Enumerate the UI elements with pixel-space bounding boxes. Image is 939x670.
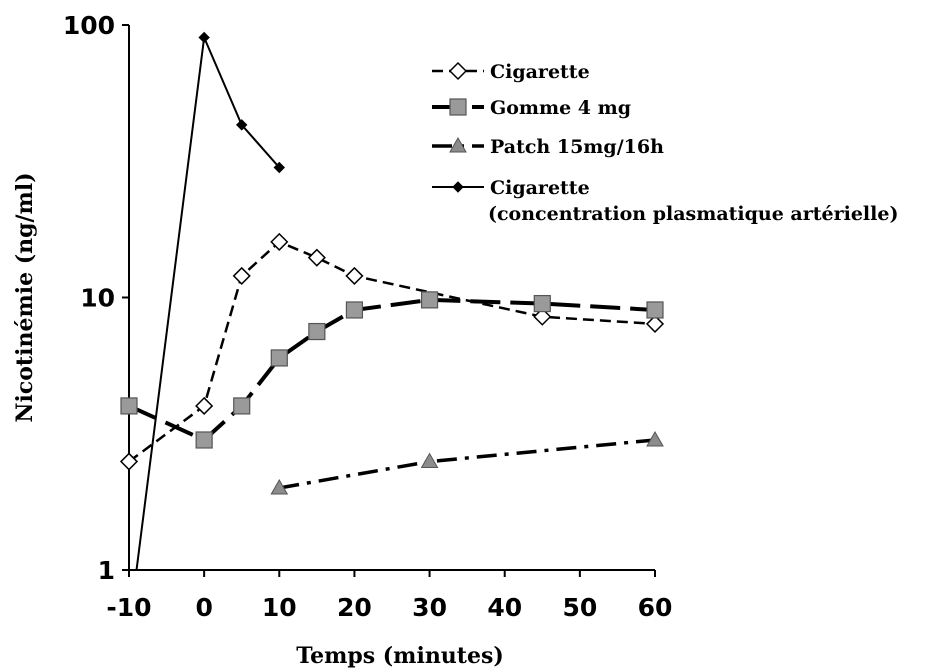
x-tick-label: 50 — [562, 593, 597, 622]
legend-cigarette: Cigarette — [432, 61, 590, 83]
cigarette-point — [307, 248, 326, 267]
cigarette-point — [195, 396, 214, 415]
x-tick-label: 10 — [262, 593, 297, 622]
legend-label: (concentration plasmatique artérielle) — [488, 203, 898, 225]
cigarette-point — [645, 314, 665, 333]
legend-label: Cigarette — [490, 177, 590, 199]
x-ticks: -10 0 10 20 30 40 50 60 — [106, 570, 672, 622]
legend-marker — [449, 98, 467, 116]
y-ticks: 1 10 100 — [63, 11, 129, 585]
cigarette-arterial-point — [273, 161, 285, 174]
gomme-point — [120, 397, 138, 415]
patch-point — [270, 478, 289, 495]
patch-line — [278, 438, 656, 490]
legend-patch: Patch 15mg/16h — [432, 136, 664, 158]
legend-marker — [449, 136, 467, 153]
cigarette-point — [119, 452, 139, 471]
legend-marker — [448, 61, 468, 81]
legend-cigarette-arterial: Cigarette (concentration plasmatique arté… — [432, 177, 898, 225]
gomme-point — [195, 431, 213, 449]
x-tick-label: 20 — [337, 593, 372, 622]
gomme-point — [533, 294, 551, 313]
x-tick-label: 40 — [487, 593, 522, 622]
gomme-point — [270, 349, 288, 367]
cigarette-point — [533, 307, 552, 326]
gomme-point — [233, 397, 251, 415]
legend: Cigarette Gomme 4 mg Patch 15mg/16h Cigaret… — [432, 61, 898, 225]
gomme-point — [646, 301, 664, 319]
y-tick-label: 1 — [98, 556, 115, 585]
cigarette-arterial-line — [135, 36, 281, 571]
cigarette-arterial-point — [236, 119, 248, 131]
gomme-point — [345, 301, 364, 319]
x-tick-label: 60 — [638, 593, 673, 622]
cigarette-arterial-point — [198, 31, 210, 44]
cigarette-point — [345, 266, 364, 285]
patch-point — [646, 430, 664, 447]
legend-marker — [452, 181, 464, 193]
gomme-line — [128, 297, 656, 442]
gomme-point — [308, 322, 326, 341]
cigarette-point — [232, 266, 251, 285]
x-tick-label: -10 — [106, 593, 151, 622]
legend-label: Patch 15mg/16h — [490, 136, 664, 158]
legend-label: Cigarette — [490, 61, 590, 83]
cigarette-point — [270, 232, 289, 251]
x-tick-label: 0 — [195, 593, 212, 622]
patch-point — [420, 452, 439, 469]
y-tick-label: 100 — [63, 11, 115, 40]
series-markers — [119, 31, 665, 495]
legend-label: Gomme 4 mg — [490, 97, 631, 119]
cigarette-line — [128, 240, 656, 463]
y-tick-label: 10 — [80, 284, 115, 313]
legend-gomme: Gomme 4 mg — [432, 97, 631, 119]
y-axis-title: Nicotinémie (ng/ml) — [12, 172, 38, 422]
gomme-point — [420, 291, 439, 309]
x-tick-label: 30 — [412, 593, 447, 622]
x-axis-title: Temps (minutes) — [296, 643, 504, 669]
